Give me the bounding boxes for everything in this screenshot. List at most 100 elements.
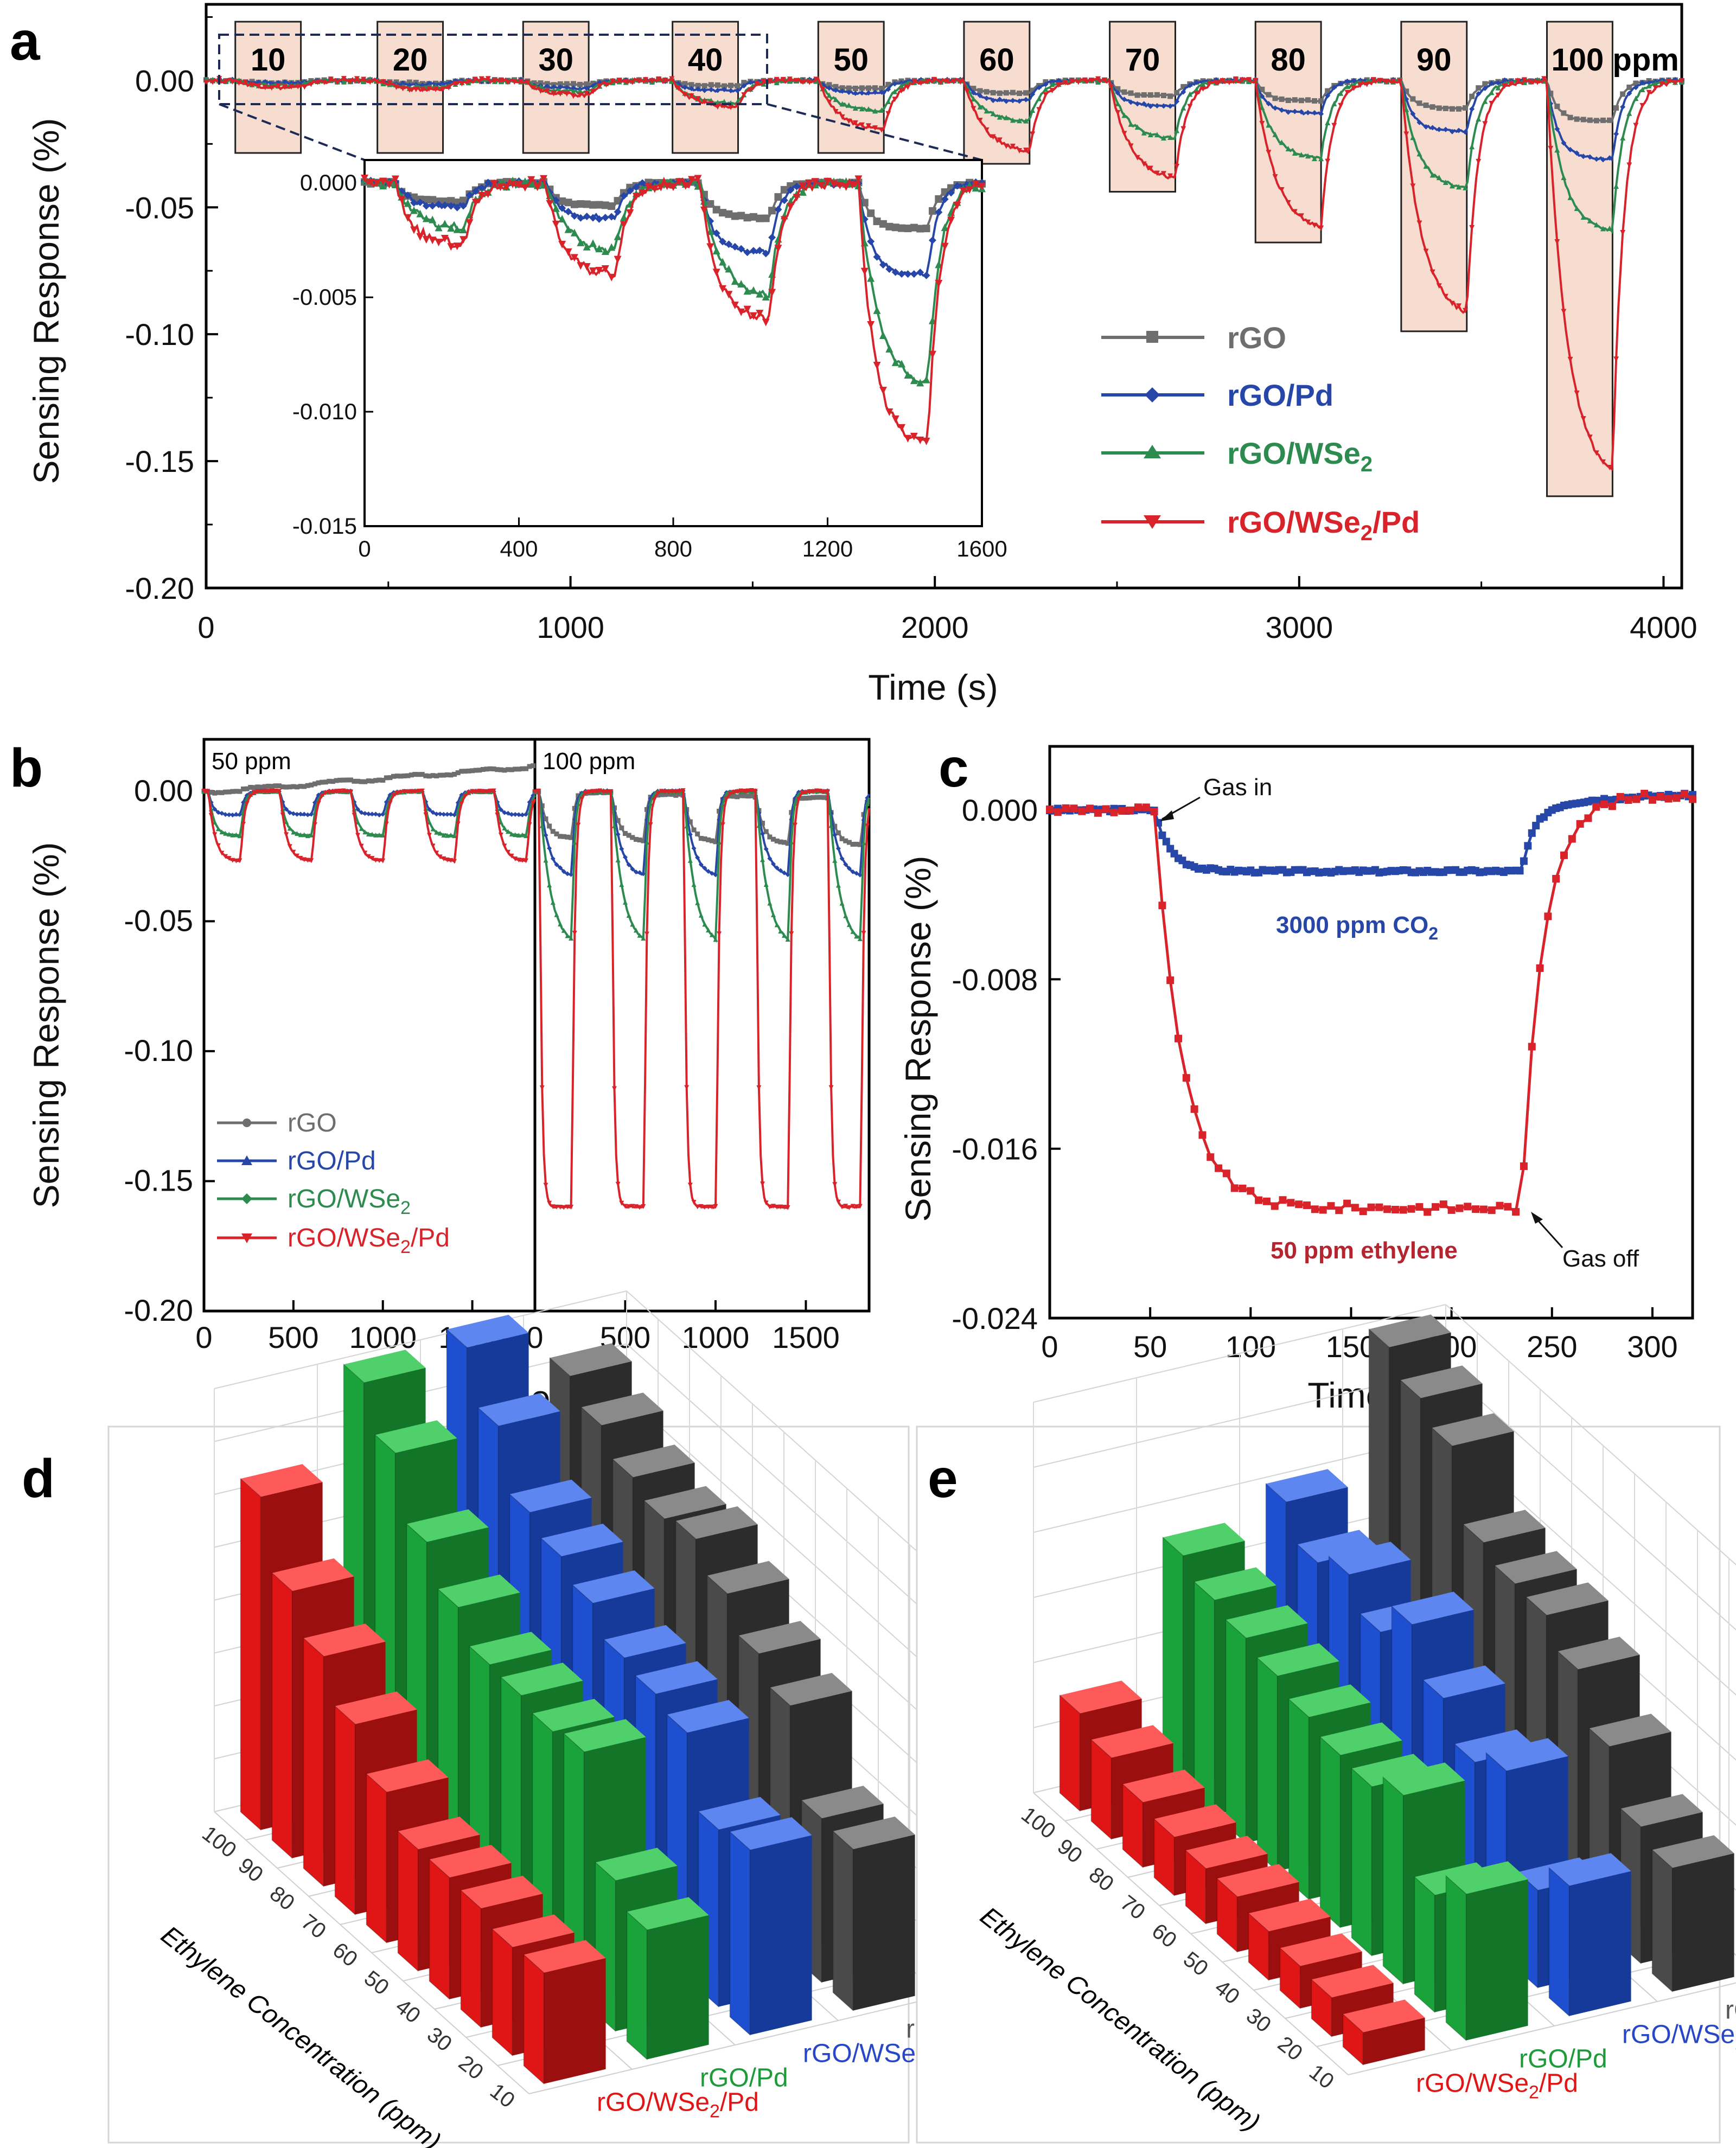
data-point (223, 789, 228, 795)
data-point (612, 1086, 617, 1091)
data-point (309, 858, 314, 864)
data-point (785, 936, 790, 942)
data-point (1626, 91, 1632, 97)
data-point (352, 778, 357, 784)
data-point (291, 829, 296, 835)
inset-data-point (478, 184, 486, 192)
data-point (1528, 1043, 1536, 1051)
data-point (1516, 867, 1524, 875)
data-point (348, 789, 353, 795)
b-left-label: 50 ppm (212, 748, 291, 775)
bar-top (446, 1314, 529, 1348)
legend-rgo-wse2-pd: rGO/WSe2/Pd (1227, 505, 1420, 545)
data-point (1679, 78, 1684, 84)
data-point (262, 85, 268, 91)
data-point (1370, 77, 1376, 83)
data-point (437, 772, 443, 778)
data-point (1593, 222, 1599, 228)
inset-data-point (787, 203, 795, 211)
inset-data-point (953, 182, 961, 190)
inset-data-point (873, 306, 881, 314)
data-point (839, 101, 845, 107)
data-point (1095, 76, 1101, 82)
data-point (1230, 1184, 1239, 1192)
inset-data-point (471, 187, 480, 195)
inset-data-point (706, 200, 714, 208)
data-point (280, 784, 285, 790)
data-point (1375, 1203, 1383, 1211)
inset-data-point (608, 273, 616, 282)
data-point (1247, 1187, 1255, 1195)
data-point (760, 1181, 765, 1187)
data-point (557, 84, 563, 90)
data-point (971, 86, 976, 92)
data-point (480, 789, 486, 794)
y-tick-label: 0.000 (962, 793, 1038, 827)
data-point (644, 840, 649, 845)
data-point (944, 78, 950, 84)
data-point (728, 82, 734, 88)
inset-data-point (922, 437, 930, 445)
inset-data-point (367, 178, 375, 187)
data-point (885, 86, 891, 92)
data-point (219, 851, 225, 856)
data-point (1532, 822, 1540, 830)
y-axis-label-c: Sensing Response (%) (898, 855, 938, 1222)
legend-b: rGO rGO/Pd rGO/WSe2 rGO/WSe2/Pd (217, 1109, 450, 1257)
inset-data-point (453, 203, 461, 212)
inset-data-point (404, 191, 412, 200)
data-point (1472, 1205, 1480, 1213)
inset-x-tick-label: 1600 (956, 536, 1007, 561)
data-point (905, 84, 911, 90)
data-point (652, 797, 657, 803)
inset-data-point (509, 181, 517, 189)
data-point (684, 823, 690, 829)
series-line-right (535, 789, 870, 877)
inset-data-point (657, 183, 665, 191)
data-point (782, 932, 787, 938)
data-point (465, 79, 471, 85)
data-point (1160, 92, 1166, 98)
data-point (543, 833, 548, 838)
data-point (1259, 120, 1265, 126)
data-point (434, 811, 439, 817)
inset-y-tick-label: -0.005 (292, 284, 357, 310)
data-point (1416, 100, 1422, 106)
data-point (691, 1200, 697, 1205)
data-point (1520, 857, 1528, 865)
panel-b: b 50 ppm 100 ppm 0.00-0.05-0.10-0.15-0.2… (10, 738, 871, 1418)
data-point (1489, 80, 1495, 86)
data-point (462, 769, 468, 774)
inset-data-point (632, 183, 640, 191)
data-point (1121, 89, 1127, 95)
data-point (1672, 80, 1678, 86)
data-point (502, 768, 507, 773)
data-point (872, 89, 878, 95)
data-point (1166, 976, 1175, 985)
data-point (1158, 831, 1166, 839)
data-point (796, 797, 801, 802)
data-point (210, 79, 216, 85)
data-point (1054, 808, 1062, 816)
inset-data-point (854, 175, 863, 183)
series-line (205, 76, 1682, 471)
inset-data-point (669, 183, 677, 191)
inset-data-point (577, 200, 585, 208)
data-point (771, 1204, 776, 1209)
inset-data-point (620, 213, 628, 221)
series-label-part: rGO/WSe (1416, 2069, 1529, 2098)
data-point (251, 785, 257, 790)
data-point (380, 79, 386, 85)
data-point (1180, 84, 1186, 90)
data-point (1502, 77, 1508, 83)
data-point (512, 79, 518, 85)
bar-top (738, 1621, 821, 1654)
inset-data-point (780, 196, 788, 204)
data-point (839, 900, 845, 906)
data-point (384, 775, 389, 781)
inset-data-point (731, 242, 739, 251)
data-point (491, 766, 496, 772)
data-point (359, 826, 364, 831)
data-point (597, 788, 603, 794)
data-point (626, 913, 631, 918)
